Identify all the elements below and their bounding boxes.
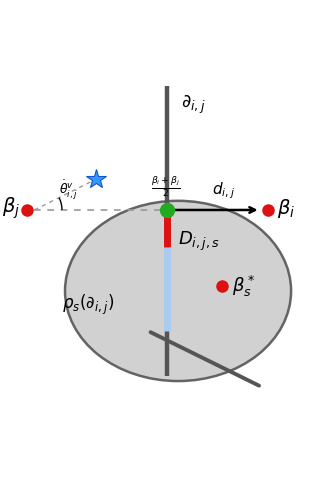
Text: $d_{i,j}$: $d_{i,j}$	[212, 180, 236, 201]
Text: $\dot{\theta}^v_{i,j}$: $\dot{\theta}^v_{i,j}$	[59, 178, 78, 201]
Text: $\beta_j$: $\beta_j$	[3, 196, 21, 221]
Ellipse shape	[65, 201, 291, 381]
Text: $\beta_i$: $\beta_i$	[277, 197, 295, 220]
Text: $\frac{\beta_i+\beta_j}{2}$: $\frac{\beta_i+\beta_j}{2}$	[151, 175, 181, 199]
Text: $\beta_s^*$: $\beta_s^*$	[231, 274, 255, 299]
Text: $\partial_{i,j}$: $\partial_{i,j}$	[181, 94, 206, 116]
Text: $D_{i,j,s}$: $D_{i,j,s}$	[178, 230, 220, 253]
Text: $\rho_s(\partial_{i,j})$: $\rho_s(\partial_{i,j})$	[62, 293, 114, 317]
